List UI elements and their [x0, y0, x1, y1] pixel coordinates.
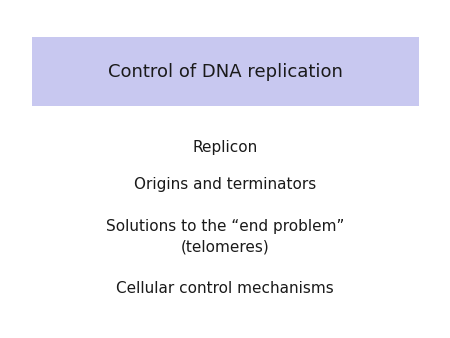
Text: Replicon: Replicon [193, 140, 257, 154]
Text: Solutions to the “end problem”
(telomeres): Solutions to the “end problem” (telomere… [106, 219, 344, 254]
FancyBboxPatch shape [32, 37, 419, 106]
Text: Control of DNA replication: Control of DNA replication [108, 63, 342, 81]
Text: Origins and terminators: Origins and terminators [134, 177, 316, 192]
Text: Cellular control mechanisms: Cellular control mechanisms [116, 282, 334, 296]
